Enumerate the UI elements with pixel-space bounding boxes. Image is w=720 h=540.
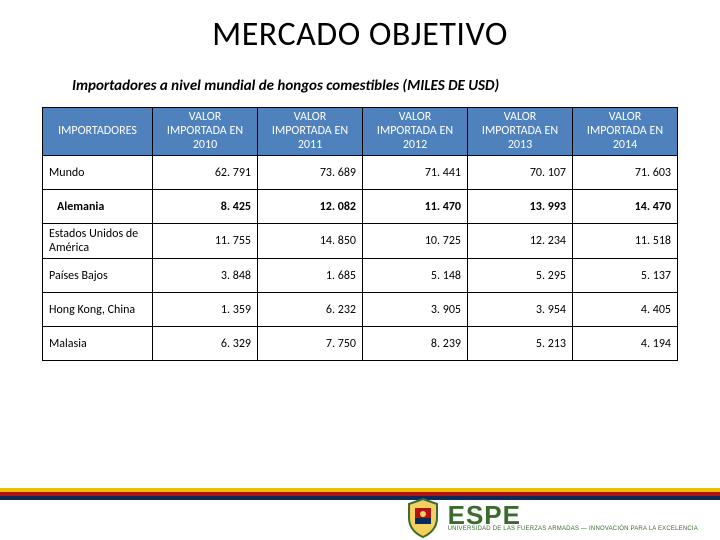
cell-value: 1. 685 — [258, 259, 363, 293]
cell-value: 73. 689 — [258, 156, 363, 190]
row-label: Malasia — [43, 327, 153, 361]
col-header: IMPORTADORES — [43, 108, 153, 156]
col-header: VALOR IMPORTADA EN 2014 — [573, 108, 678, 156]
cell-value: 1. 359 — [153, 293, 258, 327]
cell-value: 13. 993 — [468, 190, 573, 224]
col-header: VALOR IMPORTADA EN 2013 — [468, 108, 573, 156]
col-header: VALOR IMPORTADA EN 2010 — [153, 108, 258, 156]
cell-value: 3. 848 — [153, 259, 258, 293]
row-label: Hong Kong, China — [43, 293, 153, 327]
col-header: VALOR IMPORTADA EN 2012 — [363, 108, 468, 156]
slide: MERCADO OBJETIVO Importadores a nivel mu… — [0, 0, 720, 540]
table-row: Alemania8. 42512. 08211. 47013. 99314. 4… — [43, 190, 678, 224]
logo-wordmark: ESPE UNIVERSIDAD DE LAS FUERZAS ARMADAS … — [448, 504, 698, 533]
footer: ESPE UNIVERSIDAD DE LAS FUERZAS ARMADAS … — [0, 488, 720, 540]
slide-subtitle: Importadores a nivel mundial de hongos c… — [72, 77, 720, 95]
cell-value: 14. 850 — [258, 224, 363, 259]
cell-value: 11. 755 — [153, 224, 258, 259]
logo-text: ESPE — [448, 504, 698, 527]
row-label: Alemania — [43, 190, 153, 224]
cell-value: 6. 329 — [153, 327, 258, 361]
cell-value: 3. 954 — [468, 293, 573, 327]
logo-subtext: UNIVERSIDAD DE LAS FUERZAS ARMADAS — INN… — [448, 527, 698, 532]
importers-table: IMPORTADORES VALOR IMPORTADA EN 2010 VAL… — [42, 107, 678, 361]
col-header: VALOR IMPORTADA EN 2011 — [258, 108, 363, 156]
cell-value: 5. 213 — [468, 327, 573, 361]
table-row: Mundo62. 79173. 68971. 44170. 10771. 603 — [43, 156, 678, 190]
table-header-row: IMPORTADORES VALOR IMPORTADA EN 2010 VAL… — [43, 108, 678, 156]
slide-title: MERCADO OBJETIVO — [0, 0, 720, 55]
cell-value: 3. 905 — [363, 293, 468, 327]
cell-value: 12. 082 — [258, 190, 363, 224]
table-body: Mundo62. 79173. 68971. 44170. 10771. 603… — [43, 156, 678, 361]
cell-value: 8. 425 — [153, 190, 258, 224]
cell-value: 11. 470 — [363, 190, 468, 224]
row-label: Estados Unidos de América — [43, 224, 153, 259]
row-label: Países Bajos — [43, 259, 153, 293]
cell-value: 7. 750 — [258, 327, 363, 361]
cell-value: 14. 470 — [573, 190, 678, 224]
cell-value: 62. 791 — [153, 156, 258, 190]
cell-value: 70. 107 — [468, 156, 573, 190]
cell-value: 5. 148 — [363, 259, 468, 293]
cell-value: 8. 239 — [363, 327, 468, 361]
table-row: Malasia6. 3297. 7508. 2395. 2134. 194 — [43, 327, 678, 361]
cell-value: 10. 725 — [363, 224, 468, 259]
shield-icon — [406, 498, 440, 538]
cell-value: 71. 603 — [573, 156, 678, 190]
table-row: Hong Kong, China1. 3596. 2323. 9053. 954… — [43, 293, 678, 327]
espe-logo: ESPE UNIVERSIDAD DE LAS FUERZAS ARMADAS … — [406, 498, 698, 538]
cell-value: 5. 137 — [573, 259, 678, 293]
cell-value: 5. 295 — [468, 259, 573, 293]
cell-value: 4. 405 — [573, 293, 678, 327]
cell-value: 11. 518 — [573, 224, 678, 259]
cell-value: 6. 232 — [258, 293, 363, 327]
row-label: Mundo — [43, 156, 153, 190]
cell-value: 12. 234 — [468, 224, 573, 259]
table-row: Estados Unidos de América11. 75514. 8501… — [43, 224, 678, 259]
cell-value: 4. 194 — [573, 327, 678, 361]
table-row: Países Bajos3. 8481. 6855. 1485. 2955. 1… — [43, 259, 678, 293]
cell-value: 71. 441 — [363, 156, 468, 190]
